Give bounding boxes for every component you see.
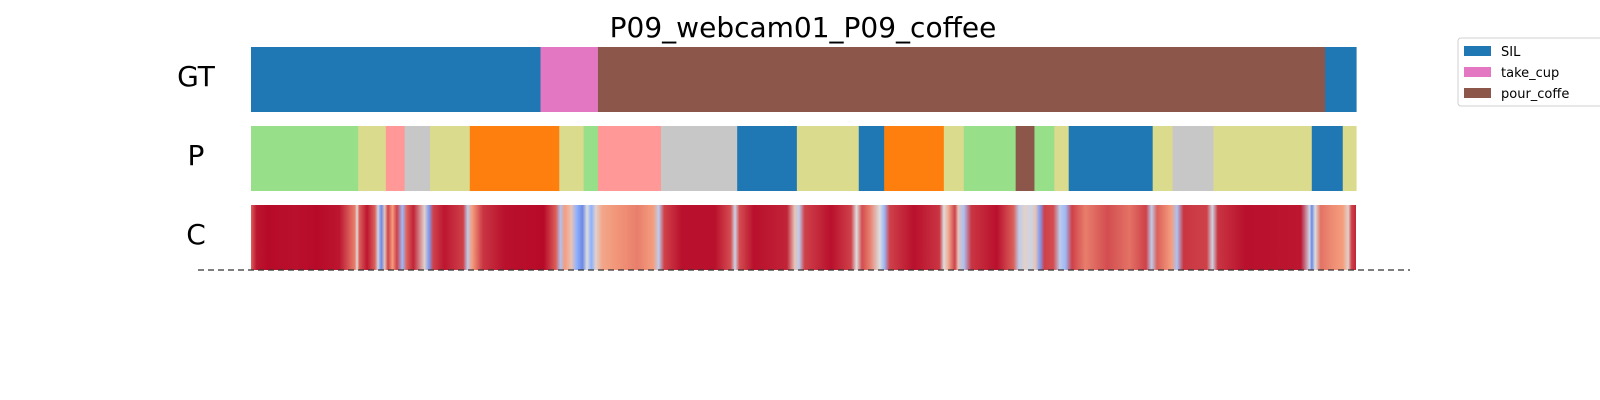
legend-label-0: SIL <box>1501 45 1521 60</box>
segment-p-18 <box>1054 126 1070 191</box>
legend-swatch-1 <box>1464 67 1491 77</box>
segment-p-24 <box>1342 126 1357 191</box>
segment-p-20 <box>1152 126 1174 191</box>
segment-p-12 <box>858 126 885 191</box>
segment-p-23 <box>1311 126 1344 191</box>
segment-p-14 <box>943 126 965 191</box>
row-gt <box>251 47 1357 112</box>
segment-p-9 <box>660 126 738 191</box>
legend-label-1: take_cup <box>1501 66 1559 81</box>
segment-p-5 <box>469 126 560 191</box>
segment-p-17 <box>1034 126 1055 191</box>
segment-p-6 <box>559 126 585 191</box>
rows-layer <box>251 47 1357 270</box>
segment-p-10 <box>737 126 798 191</box>
segment-p-0 <box>251 126 359 191</box>
segment-p-13 <box>884 126 945 191</box>
legend-label-2: pour_coffe <box>1501 87 1569 102</box>
row-label-c: C <box>186 218 206 251</box>
segment-gt-1 <box>540 47 599 112</box>
segment-p-1 <box>358 126 387 191</box>
segment-p-15 <box>963 126 1017 191</box>
confidence-strip <box>251 205 1356 270</box>
segment-gt-3 <box>1325 47 1357 112</box>
chart-title: P09_webcam01_P09_coffee <box>609 11 997 44</box>
legend: SIL take_cup pour_coffe <box>1457 37 1600 107</box>
segment-p-19 <box>1068 126 1154 191</box>
row-label-gt: GT <box>177 60 215 93</box>
legend-frame <box>1457 37 1600 107</box>
segment-p-11 <box>796 126 860 191</box>
segment-p-2 <box>385 126 406 191</box>
segment-p-22 <box>1213 126 1313 191</box>
segment-gt-2 <box>597 47 1326 112</box>
segment-p-3 <box>404 126 431 191</box>
legend-swatch-2 <box>1464 88 1491 98</box>
segment-p-4 <box>430 126 471 191</box>
segment-p-21 <box>1172 126 1215 191</box>
row-c <box>251 205 1356 270</box>
segment-p-7 <box>583 126 599 191</box>
segment-gt-0 <box>251 47 542 112</box>
legend-swatch-0 <box>1464 46 1491 56</box>
segment-p-8 <box>597 126 662 191</box>
row-label-p: P <box>187 139 205 172</box>
segment-p-16 <box>1015 126 1036 191</box>
row-p <box>251 126 1357 191</box>
